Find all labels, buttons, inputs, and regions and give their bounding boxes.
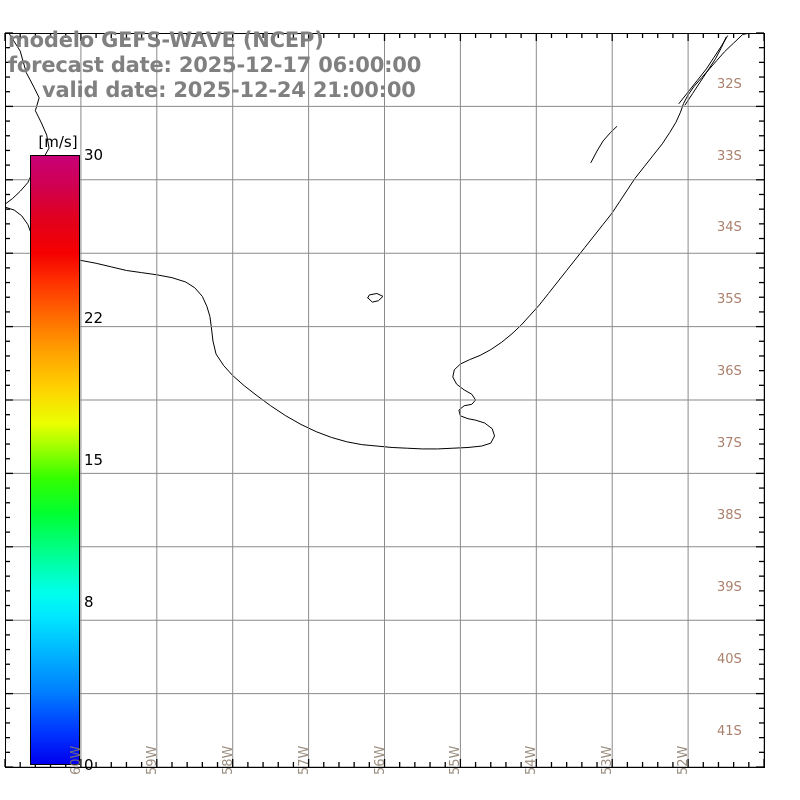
lon-label-58W: 58W bbox=[220, 745, 236, 775]
lat-label-39S: 39S bbox=[717, 580, 742, 596]
colorbar-tick-0: 0 bbox=[84, 756, 94, 774]
lon-label-56W: 56W bbox=[372, 745, 388, 775]
colorbar-unit-label: [m/s] bbox=[38, 133, 78, 151]
map-plot-area[interactable] bbox=[5, 33, 765, 768]
lon-label-59W: 59W bbox=[144, 745, 160, 775]
lat-label-32S: 32S bbox=[717, 76, 742, 92]
lon-label-52W: 52W bbox=[676, 745, 692, 775]
lon-label-57W: 57W bbox=[296, 745, 312, 775]
lon-label-54W: 54W bbox=[524, 745, 540, 775]
lat-label-34S: 34S bbox=[717, 220, 742, 236]
colorbar[interactable] bbox=[30, 155, 80, 765]
valid-date-label: valid date: 2025-12-24 21:00:00 bbox=[42, 78, 416, 102]
colorbar-tick-15: 15 bbox=[84, 451, 104, 469]
colorbar-tick-30: 30 bbox=[84, 146, 104, 164]
lat-label-37S: 37S bbox=[717, 436, 742, 452]
model-title: modelo GEFS-WAVE (NCEP) bbox=[8, 28, 324, 52]
colorbar-tick-22: 22 bbox=[84, 308, 104, 327]
lat-label-35S: 35S bbox=[717, 292, 742, 308]
title-block: modelo GEFS-WAVE (NCEP) forecast date: 2… bbox=[0, 28, 760, 103]
lon-label-60W: 60W bbox=[68, 745, 84, 775]
lon-label-55W: 55W bbox=[448, 745, 464, 775]
colorbar-gradient bbox=[30, 155, 80, 765]
lon-label-53W: 53W bbox=[600, 745, 616, 775]
lat-label-41S: 41S bbox=[717, 724, 742, 740]
lat-label-40S: 40S bbox=[717, 652, 742, 668]
wind-speed-heatmap bbox=[5, 33, 765, 768]
lat-label-38S: 38S bbox=[717, 508, 742, 524]
lat-label-36S: 36S bbox=[717, 364, 742, 380]
forecast-date-label: forecast date: 2025-12-17 06:00:00 bbox=[8, 53, 422, 77]
colorbar-tick-8: 8 bbox=[84, 593, 94, 612]
lat-label-33S: 33S bbox=[717, 148, 742, 164]
